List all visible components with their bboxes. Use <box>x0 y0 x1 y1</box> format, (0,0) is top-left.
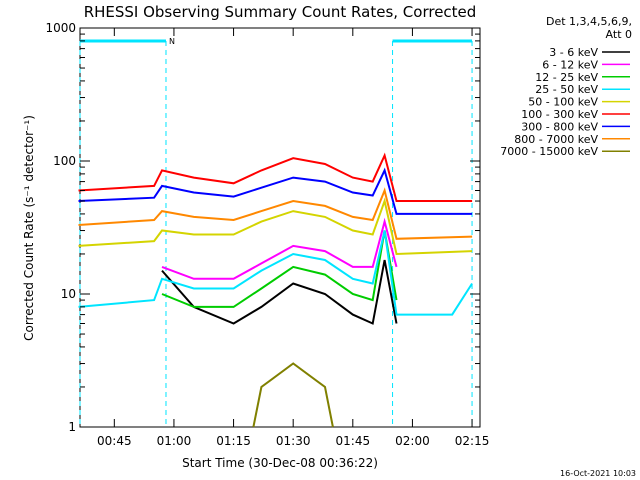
x-tick-label-5: 02:00 <box>395 434 430 448</box>
legend-label-7: 800 - 7000 keV <box>514 133 598 146</box>
night-label: N <box>169 37 175 46</box>
legend-label-0: 3 - 6 keV <box>549 46 598 59</box>
y-axis-ticks: 1 10 100 1000 <box>45 21 480 434</box>
legend-label-1: 6 - 12 keV <box>542 58 598 71</box>
series-line-6 <box>78 167 473 215</box>
plot-area <box>79 27 481 428</box>
legend-label-4: 50 - 100 keV <box>528 96 598 109</box>
x-axis-ticks: 00:45 01:00 01:15 01:30 01:45 02:00 02:15 <box>97 28 489 448</box>
x-axis-label: Start Time (30-Dec-08 00:36:22) <box>182 456 378 470</box>
y-tick-label-3: 1000 <box>45 21 76 35</box>
series-line-7 <box>78 187 473 240</box>
chart-title: RHESSI Observing Summary Count Rates, Co… <box>84 3 477 21</box>
legend-label-3: 25 - 50 keV <box>535 83 598 96</box>
series-line-4 <box>78 197 473 256</box>
y-tick-label-0: 1 <box>68 420 76 434</box>
x-tick-label-0: 00:45 <box>97 434 132 448</box>
x-tick-label-2: 01:15 <box>216 434 251 448</box>
series-line-2 <box>161 230 398 308</box>
series-line-8 <box>252 362 334 428</box>
x-tick-label-6: 02:15 <box>455 434 490 448</box>
series-line-3 <box>78 230 473 316</box>
series-line-0 <box>161 259 398 325</box>
corner-timestamp: 16-Oct-2021 10:03 <box>560 469 636 478</box>
legend-header-line-1: Det 1,3,4,5,6,9, <box>546 15 632 28</box>
series-line-1 <box>161 217 398 280</box>
y-tick-label-2: 100 <box>53 154 76 168</box>
legend-header-line-2: Att 0 <box>606 28 632 41</box>
series-line-5 <box>78 152 473 202</box>
legend-label-5: 100 - 300 keV <box>521 108 598 121</box>
legend-label-2: 12 - 25 keV <box>535 71 598 84</box>
legend-label-8: 7000 - 15000 keV <box>500 145 598 158</box>
data-series <box>78 152 473 428</box>
y-axis-label: Corrected Count Rate (s⁻¹ detector⁻¹) <box>22 115 36 341</box>
night-markers: N <box>79 37 473 427</box>
legend-label-6: 300 - 800 keV <box>521 120 598 133</box>
x-tick-label-4: 01:45 <box>336 434 371 448</box>
x-tick-label-3: 01:30 <box>276 434 311 448</box>
x-tick-label-1: 01:00 <box>157 434 192 448</box>
y-tick-label-1: 10 <box>61 287 76 301</box>
